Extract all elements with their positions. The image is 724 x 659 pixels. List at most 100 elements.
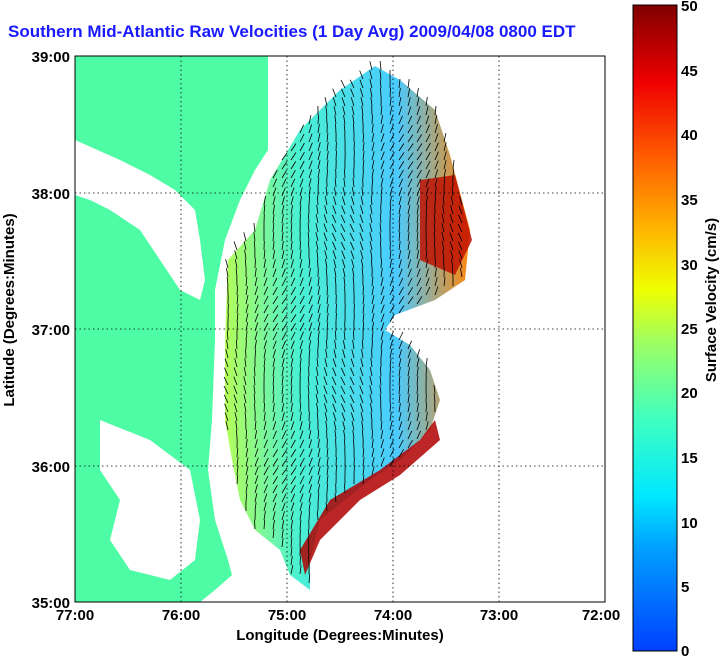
- velocity-arrow: [407, 152, 414, 161]
- x-tick-label: 77:00: [56, 607, 94, 624]
- velocity-arrow: [272, 412, 276, 422]
- velocity-arrow: [290, 403, 293, 413]
- velocity-arrow: [361, 339, 364, 350]
- velocity-arrow: [443, 277, 446, 287]
- velocity-arrow: [389, 178, 394, 188]
- velocity-arrow: [323, 214, 328, 224]
- velocity-arrow: [315, 385, 319, 395]
- y-axis-label: Latitude (Degrees:Minutes): [1, 213, 18, 406]
- velocity-arrow: [234, 259, 238, 269]
- velocity-arrow: [272, 502, 277, 512]
- velocity-arrow: [380, 87, 382, 98]
- velocity-arrow: [245, 331, 248, 341]
- velocity-arrow: [299, 402, 302, 413]
- velocity-arrow: [335, 465, 337, 476]
- velocity-arrow: [441, 223, 445, 233]
- velocity-arrow: [425, 366, 427, 377]
- velocity-arrow: [263, 448, 269, 458]
- velocity-arrow: [369, 394, 373, 404]
- velocity-arrow: [407, 134, 414, 143]
- velocity-arrow: [290, 367, 293, 377]
- velocity-arrow: [333, 196, 337, 206]
- velocity-arrow: [407, 259, 412, 269]
- velocity-arrow: [380, 169, 384, 179]
- velocity-arrow: [370, 412, 373, 422]
- velocity-arrow: [308, 151, 313, 161]
- velocity-arrow: [225, 421, 229, 431]
- velocity-arrow: [335, 303, 337, 314]
- velocity-arrow: [325, 106, 328, 116]
- x-axis-label: Longitude (Degrees:Minutes): [236, 627, 444, 644]
- velocity-arrow: [389, 259, 393, 269]
- velocity-arrow: [308, 430, 312, 440]
- velocity-arrow: [263, 457, 269, 467]
- velocity-arrow: [226, 340, 229, 350]
- velocity-arrow: [254, 430, 258, 440]
- velocity-arrow: [263, 358, 266, 368]
- velocity-arrow: [341, 88, 346, 98]
- colorbar-tick-label: 30: [681, 257, 698, 274]
- velocity-arrow: [380, 105, 383, 116]
- velocity-arrow: [272, 384, 275, 395]
- velocity-arrow: [359, 79, 364, 89]
- plot-title: Southern Mid-Atlantic Raw Velocities (1 …: [8, 22, 576, 41]
- velocity-arrow: [317, 133, 321, 143]
- velocity-arrow: [281, 305, 288, 314]
- velocity-arrow: [308, 448, 313, 458]
- velocity-arrow: [434, 133, 439, 143]
- velocity-arrow: [290, 484, 296, 494]
- velocity-arrow: [290, 358, 294, 368]
- velocity-arrow: [341, 250, 346, 260]
- velocity-arrow: [416, 222, 419, 233]
- velocity-arrow: [407, 187, 412, 197]
- velocity-arrow: [380, 124, 384, 134]
- velocity-arrow: [340, 232, 346, 242]
- velocity-arrow: [263, 430, 268, 440]
- velocity-arrow: [407, 125, 413, 134]
- velocity-arrow: [407, 97, 411, 107]
- velocity-arrow: [350, 97, 355, 107]
- velocity-arrow: [234, 412, 238, 422]
- velocity-arrow: [326, 295, 329, 305]
- velocity-arrow: [458, 241, 463, 251]
- velocity-arrow: [443, 258, 445, 269]
- velocity-arrow: [326, 339, 328, 350]
- velocity-arrow: [299, 160, 305, 170]
- velocity-arrow: [349, 79, 355, 89]
- velocity-arrow: [281, 170, 287, 179]
- velocity-arrow: [371, 114, 373, 125]
- velocity-arrow: [398, 403, 401, 413]
- velocity-arrow: [272, 529, 275, 539]
- velocity-arrow: [316, 358, 319, 368]
- velocity-arrow: [371, 313, 375, 323]
- velocity-arrow: [351, 349, 355, 359]
- velocity-arrow: [317, 304, 321, 314]
- velocity-arrow: [442, 195, 445, 206]
- velocity-arrow: [416, 421, 421, 431]
- velocity-arrow: [398, 412, 402, 422]
- velocity-arrow: [416, 250, 420, 260]
- velocity-arrow: [449, 241, 454, 251]
- velocity-arrow: [281, 187, 286, 197]
- y-tick-label: 38:00: [32, 186, 70, 203]
- velocity-arrow: [352, 178, 355, 188]
- velocity-arrow: [389, 160, 395, 170]
- velocity-arrow: [253, 385, 256, 395]
- velocity-arrow: [316, 367, 319, 377]
- velocity-arrow: [281, 385, 284, 395]
- velocity-arrow: [290, 277, 296, 287]
- velocity-arrow: [263, 196, 266, 206]
- velocity-arrow: [362, 474, 365, 485]
- velocity-arrow: [350, 367, 355, 377]
- velocity-arrow: [333, 106, 337, 116]
- velocity-arrow: [379, 213, 382, 224]
- velocity-arrow: [457, 223, 463, 233]
- velocity-arrow: [325, 267, 328, 278]
- velocity-arrow: [324, 250, 328, 260]
- velocity-arrow: [308, 195, 310, 206]
- velocity-arrow: [333, 349, 337, 359]
- velocity-arrow: [350, 358, 355, 368]
- velocity-arrow: [434, 106, 437, 116]
- velocity-arrow: [425, 97, 428, 107]
- colorbar-tick-label: 10: [681, 515, 698, 532]
